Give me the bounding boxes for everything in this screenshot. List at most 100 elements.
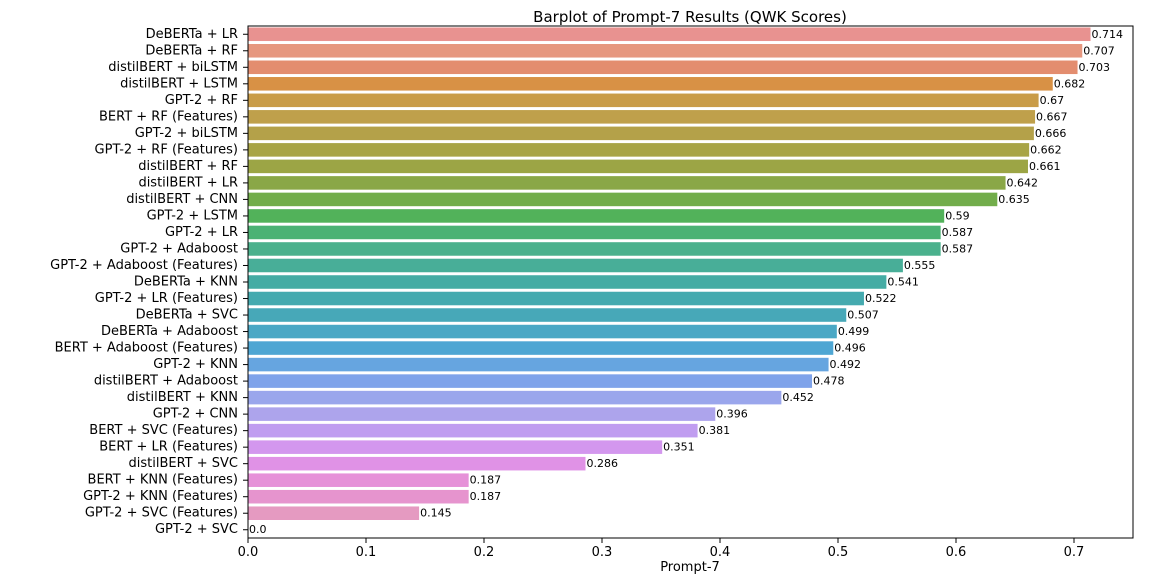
y-tick-label: GPT-2 + biLSTM bbox=[135, 126, 238, 141]
bar bbox=[248, 126, 1034, 141]
data-label: 0.286 bbox=[586, 457, 618, 470]
data-label: 0.478 bbox=[813, 375, 845, 388]
x-axis-label: Prompt-7 bbox=[660, 560, 720, 575]
y-tick-label: BERT + SVC (Features) bbox=[89, 423, 238, 438]
y-tick-label: GPT-2 + KNN bbox=[153, 357, 238, 372]
y-tick-label: distilBERT + Adaboost bbox=[94, 374, 238, 389]
data-label: 0.587 bbox=[942, 242, 974, 255]
data-label: 0.555 bbox=[904, 259, 936, 272]
data-label: 0.507 bbox=[847, 309, 879, 322]
y-tick-label: GPT-2 + RF (Features) bbox=[95, 142, 238, 157]
bar bbox=[248, 44, 1083, 58]
y-tick-label: BERT + RF (Features) bbox=[99, 109, 238, 124]
y-tick-label: GPT-2 + LR bbox=[165, 225, 238, 240]
data-label: 0.662 bbox=[1030, 143, 1062, 156]
y-tick-label: GPT-2 + SVC bbox=[155, 522, 238, 537]
x-tick-label: 0.3 bbox=[592, 545, 613, 560]
bar bbox=[248, 110, 1036, 124]
data-label: 0.0 bbox=[249, 523, 267, 536]
bar bbox=[248, 506, 420, 520]
x-axis: 0.0 0.1 0.2 0.3 0.4 0.5 0.6 0.7 bbox=[238, 538, 1085, 560]
data-label: 0.67 bbox=[1040, 94, 1065, 107]
data-label: 0.707 bbox=[1083, 44, 1115, 57]
y-tick-label: DeBERTa + SVC bbox=[136, 308, 238, 323]
bar bbox=[248, 489, 469, 504]
bar bbox=[248, 341, 834, 355]
data-label: 0.452 bbox=[782, 391, 814, 404]
bar bbox=[248, 159, 1028, 174]
x-tick-label: 0.1 bbox=[356, 545, 377, 560]
bar bbox=[248, 225, 941, 240]
bar bbox=[248, 308, 847, 322]
y-tick-label: DeBERTa + RF bbox=[145, 43, 238, 58]
value-labels: 0.714 0.707 0.703 0.682 0.67 0.667 0.666 0.662 0… bbox=[249, 28, 1123, 536]
y-tick-label: DeBERTa + KNN bbox=[134, 275, 238, 290]
data-label: 0.499 bbox=[838, 325, 870, 338]
y-tick-label: DeBERTa + LR bbox=[146, 27, 238, 42]
data-label: 0.381 bbox=[699, 424, 731, 437]
data-label: 0.59 bbox=[945, 209, 970, 222]
bar bbox=[248, 456, 586, 471]
bar bbox=[248, 143, 1030, 157]
bar bbox=[248, 242, 941, 256]
bar bbox=[248, 60, 1078, 75]
data-label: 0.667 bbox=[1036, 110, 1068, 123]
y-tick-label: BERT + LR (Features) bbox=[99, 440, 238, 455]
x-tick-label: 0.2 bbox=[474, 545, 495, 560]
bar bbox=[248, 440, 663, 454]
bar bbox=[248, 357, 829, 372]
bar bbox=[248, 423, 698, 438]
data-label: 0.522 bbox=[865, 292, 897, 305]
x-tick-label: 0.7 bbox=[1064, 545, 1085, 560]
data-label: 0.145 bbox=[420, 507, 452, 520]
bar bbox=[248, 209, 945, 223]
y-tick-label: GPT-2 + SVC (Features) bbox=[85, 506, 238, 521]
y-tick-label: GPT-2 + Adaboost (Features) bbox=[50, 258, 238, 273]
bar bbox=[248, 258, 903, 273]
y-tick-label: GPT-2 + CNN bbox=[153, 407, 238, 422]
bar bbox=[248, 407, 716, 421]
y-tick-label: BERT + KNN (Features) bbox=[88, 473, 238, 488]
data-label: 0.492 bbox=[830, 358, 862, 371]
data-label: 0.666 bbox=[1035, 127, 1067, 140]
data-label: 0.587 bbox=[942, 226, 974, 239]
y-tick-label: distilBERT + KNN bbox=[127, 390, 238, 405]
x-tick-label: 0.6 bbox=[946, 545, 967, 560]
data-label: 0.703 bbox=[1079, 61, 1111, 74]
bar bbox=[248, 27, 1091, 42]
data-label: 0.635 bbox=[998, 193, 1030, 206]
data-label: 0.541 bbox=[887, 276, 919, 289]
y-tick-label: distilBERT + LR bbox=[138, 175, 238, 190]
data-label: 0.396 bbox=[716, 408, 748, 421]
y-tick-label: GPT-2 + KNN (Features) bbox=[83, 489, 238, 504]
data-label: 0.351 bbox=[663, 441, 695, 454]
data-label: 0.187 bbox=[470, 490, 502, 503]
x-tick-label: 0.5 bbox=[828, 545, 849, 560]
bar bbox=[248, 93, 1039, 108]
data-label: 0.642 bbox=[1007, 176, 1039, 189]
data-label: 0.187 bbox=[470, 474, 502, 487]
bar bbox=[248, 473, 469, 487]
bar bbox=[248, 176, 1006, 190]
y-tick-label: distilBERT + LSTM bbox=[120, 76, 238, 91]
bar bbox=[248, 77, 1053, 91]
bar bbox=[248, 374, 813, 388]
data-label: 0.661 bbox=[1029, 160, 1061, 173]
plot-frame bbox=[247, 25, 1134, 539]
bar bbox=[248, 324, 837, 339]
y-tick-label: distilBERT + biLSTM bbox=[108, 60, 238, 75]
data-label: 0.682 bbox=[1054, 77, 1086, 90]
y-tick-label: distilBERT + SVC bbox=[129, 456, 239, 471]
y-tick-label: distilBERT + RF bbox=[138, 159, 238, 174]
bar bbox=[248, 275, 887, 289]
y-tick-label: BERT + Adaboost (Features) bbox=[55, 341, 238, 356]
y-tick-label: GPT-2 + RF bbox=[165, 93, 238, 108]
data-label: 0.496 bbox=[834, 342, 866, 355]
bar bbox=[248, 291, 864, 306]
x-tick-label: 0.4 bbox=[710, 545, 731, 560]
y-tick-label: distilBERT + CNN bbox=[126, 192, 238, 207]
x-tick-label: 0.0 bbox=[238, 545, 259, 560]
y-tick-label: GPT-2 + Adaboost bbox=[120, 241, 238, 256]
